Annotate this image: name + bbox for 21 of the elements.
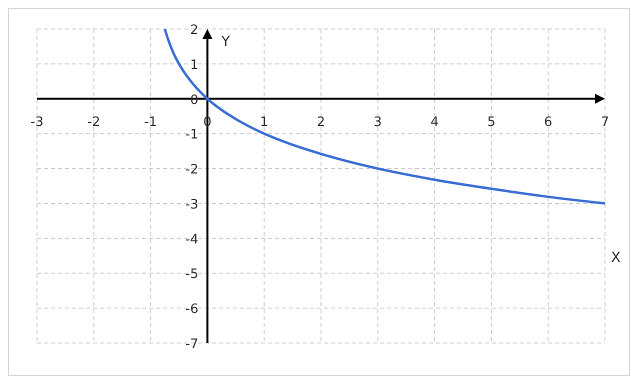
y-tick-label: -3 xyxy=(185,197,198,212)
x-tick-label: 1 xyxy=(260,114,268,130)
y-tick-label: -6 xyxy=(185,302,198,318)
x-tick-label: 7 xyxy=(600,114,610,130)
y-tick-label: -2 xyxy=(185,162,198,178)
y-tick-label: 2 xyxy=(190,23,198,38)
x-tick-label: -1 xyxy=(144,114,158,130)
x-tick-label: 2 xyxy=(316,114,326,130)
y-axis-title: Y xyxy=(220,34,230,50)
y-tick-label: -4 xyxy=(185,232,198,248)
x-axis-title: X xyxy=(611,250,621,266)
x-tick-label: 4 xyxy=(430,114,439,130)
y-tick-label: 1 xyxy=(190,58,198,73)
x-tick-label: 3 xyxy=(374,114,382,130)
y-tick-label: -7 xyxy=(185,337,198,352)
x-tick-label: -2 xyxy=(87,114,100,130)
x-tick-label: 6 xyxy=(544,114,552,130)
x-tick-label: 5 xyxy=(487,114,496,130)
y-tick-label: -5 xyxy=(185,267,198,282)
y-tick-label: -1 xyxy=(185,128,198,143)
x-tick-label: -3 xyxy=(30,114,44,130)
